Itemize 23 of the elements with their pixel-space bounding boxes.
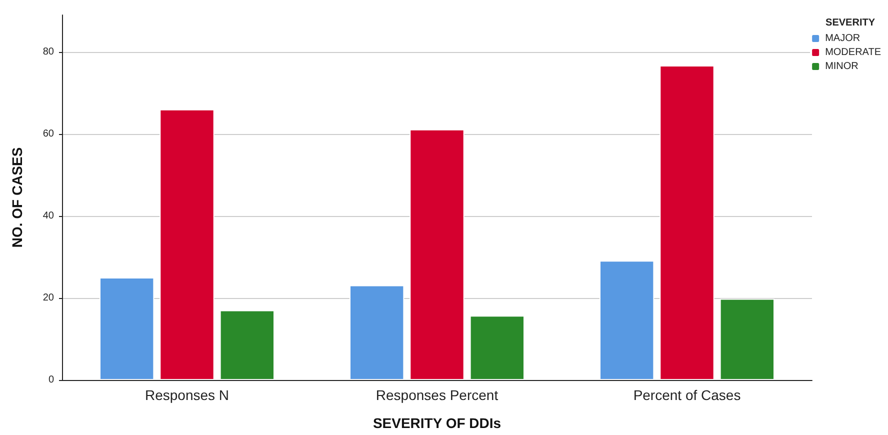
bar [160,109,214,380]
legend-title: SEVERITY [826,18,876,28]
bar [660,65,714,380]
y-tick-label: 80 [42,46,54,58]
legend-label: MINOR [825,61,858,72]
bar [720,298,774,380]
bar [100,277,154,380]
x-axis-title: SEVERITY OF DDIs [372,415,502,431]
bar [350,285,404,380]
legend-label: MODERATE [825,47,882,58]
y-tick-label: 0 [48,374,54,386]
y-tick-label: 20 [42,292,54,304]
bar [600,260,654,380]
bar [410,129,464,380]
x-tick-label: Responses Percent [376,387,498,403]
bar [470,316,524,380]
y-axis-title: NO. OF CASES [9,147,25,248]
y-tick-label: 60 [42,128,54,140]
legend-label: MAJOR [825,33,860,44]
x-tick-label: Percent of Cases [633,387,741,403]
y-tick-label: 40 [42,210,54,222]
x-tick-label: Responses N [144,387,230,403]
bar [220,310,274,380]
